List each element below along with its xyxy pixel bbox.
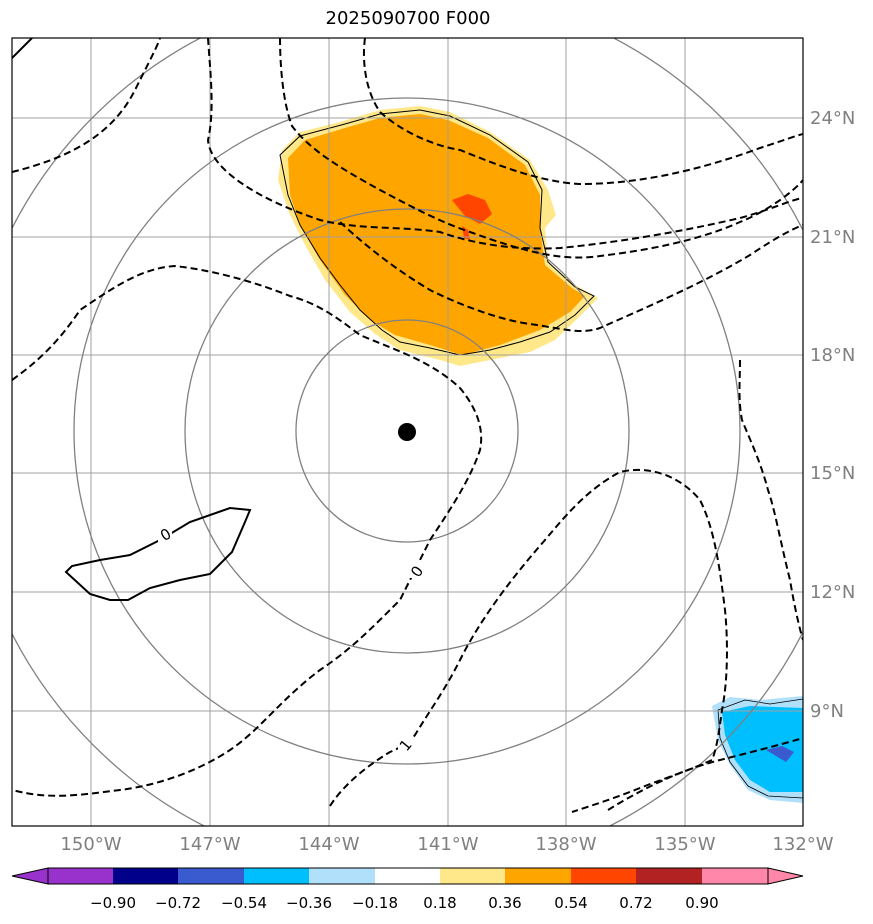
colorbar-tick: −0.90 bbox=[90, 894, 136, 912]
latitude-labels: 24°N 21°N 18°N 15°N 12°N 9°N bbox=[810, 108, 855, 722]
colorbar-tick-labels: −0.90 −0.72 −0.54 −0.36 −0.18 0.18 0.36 … bbox=[90, 894, 719, 912]
colorbar-swatch bbox=[702, 868, 768, 884]
colorbar-tick: −0.72 bbox=[155, 894, 201, 912]
colorbar-tick: −0.18 bbox=[352, 894, 398, 912]
range-rings bbox=[12, 38, 803, 826]
colorbar-swatch bbox=[309, 868, 375, 884]
lon-label: 147°W bbox=[179, 834, 240, 855]
lat-label: 9°N bbox=[810, 701, 844, 722]
colorbar-swatch bbox=[505, 868, 571, 884]
lat-label: 24°N bbox=[810, 108, 855, 129]
map-frame bbox=[11, 37, 804, 827]
graticule bbox=[12, 38, 803, 826]
negative-contours bbox=[12, 38, 803, 813]
lon-label: 132°W bbox=[772, 834, 833, 855]
lon-label: 150°W bbox=[60, 834, 121, 855]
colorbar-swatch bbox=[178, 868, 244, 884]
colorbar-swatch bbox=[571, 868, 636, 884]
positive-anomaly-region bbox=[278, 106, 598, 366]
colorbar-tick: −0.54 bbox=[221, 894, 267, 912]
colorbar-extend-high bbox=[767, 867, 804, 885]
lat-label: 18°N bbox=[810, 345, 855, 366]
colorbar-tick: 0.90 bbox=[685, 894, 718, 912]
colorbar-swatch bbox=[113, 868, 178, 884]
lon-label: 141°W bbox=[417, 834, 478, 855]
colorbar-swatch bbox=[48, 868, 113, 884]
lat-label: 21°N bbox=[810, 227, 855, 248]
longitude-labels: 150°W 147°W 144°W 141°W 138°W 135°W 132°… bbox=[60, 834, 833, 855]
lon-label: 138°W bbox=[535, 834, 596, 855]
colorbar-swatch bbox=[244, 868, 309, 884]
lat-label: 15°N bbox=[810, 463, 855, 484]
colorbar-swatch bbox=[440, 868, 505, 884]
colorbar-tick: 0.18 bbox=[423, 894, 456, 912]
colorbar-swatch bbox=[375, 868, 440, 884]
storm-center-marker bbox=[398, 423, 416, 441]
colorbar-tick: −0.36 bbox=[286, 894, 332, 912]
colorbar: −0.90 −0.72 −0.54 −0.36 −0.18 0.18 0.36 … bbox=[11, 867, 804, 912]
lon-label: 144°W bbox=[298, 834, 359, 855]
zero-contours bbox=[12, 38, 252, 601]
colorbar-tick: 0.36 bbox=[488, 894, 521, 912]
colorbar-tick: 0.72 bbox=[619, 894, 652, 912]
lon-label: 135°W bbox=[654, 834, 715, 855]
map-title: 2025090700 F000 bbox=[325, 8, 491, 29]
colorbar-swatch bbox=[636, 868, 702, 884]
contour-labels: 0 0 1 bbox=[157, 524, 427, 755]
colorbar-tick: 0.54 bbox=[554, 894, 587, 912]
colorbar-extend-low bbox=[11, 867, 49, 885]
lat-label: 12°N bbox=[810, 582, 855, 603]
